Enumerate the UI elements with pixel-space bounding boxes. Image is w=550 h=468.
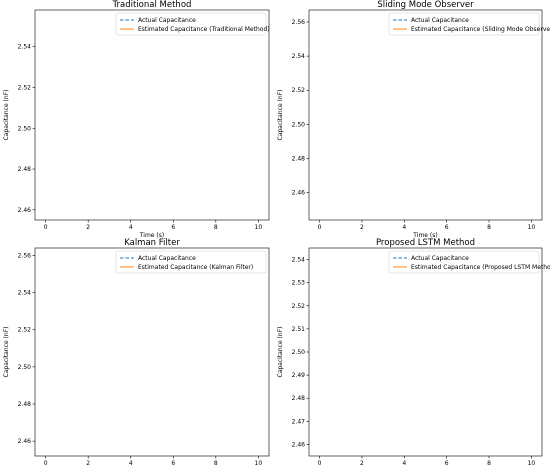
y-tick-label: 2.54 — [18, 290, 32, 297]
x-tick-label: 0 — [44, 224, 48, 231]
y-tick-label: 2.50 — [18, 364, 32, 371]
y-tick-label: 2.48 — [292, 395, 306, 402]
axes-frame — [34, 9, 270, 221]
legend-frame — [115, 250, 267, 274]
panel-2: 0 2 4 6 8 10 2.46 2.48 2.50 2.52 2.54 2.56 Sliding M… — [277, 0, 550, 239]
y-tick-label: 2.51 — [292, 326, 306, 333]
legend-label: Actual Capacitance — [411, 255, 469, 262]
y-tick-label: 2.52 — [292, 303, 306, 310]
x-tick-label: 2 — [360, 460, 364, 467]
y-tick-label: 2.54 — [292, 257, 306, 264]
x-tick-label: 4 — [402, 224, 406, 231]
y-tick-label: 2.49 — [292, 372, 306, 379]
chart-title: Traditional Method — [112, 0, 192, 10]
y-tick-label: 2.46 — [18, 207, 32, 214]
panel-3: 0 2 4 6 8 10 2.46 2.48 2.50 2.52 2.54 2.56 Kalman Fi… — [3, 238, 270, 467]
x-axis-label: Time (s) — [412, 232, 437, 239]
y-tick-label: 2.50 — [292, 121, 306, 128]
x-tick-label: 10 — [255, 224, 263, 231]
x-tick-label: 6 — [445, 224, 449, 231]
x-tick-label: 10 — [528, 224, 536, 231]
y-tick-label: 2.54 — [292, 53, 306, 60]
legend-label: Estimated Capacitance (Sliding Mode Obse… — [411, 26, 550, 33]
y-tick-label: 2.50 — [292, 349, 306, 356]
legend-frame — [388, 250, 540, 274]
x-tick-label: 2 — [360, 224, 364, 231]
legend-frame — [388, 12, 540, 36]
y-tick-label: 2.47 — [292, 418, 306, 425]
axes-frame — [34, 247, 270, 457]
y-tick-label: 2.56 — [18, 252, 32, 259]
chart-title: Sliding Mode Observer — [377, 0, 474, 10]
legend-frame — [115, 12, 267, 36]
legend: Actual Capacitance Estimated Capacitance … — [388, 250, 550, 274]
y-tick-label: 2.48 — [18, 166, 32, 173]
y-tick-label: 2.48 — [292, 156, 306, 163]
panel-4: 0 2 4 6 8 10 2.46 2.47 2.48 2.49 2.50 2.51 2.52 2.53 2… — [277, 238, 550, 467]
legend-label: Actual Capacitance — [138, 255, 196, 262]
x-tick-label: 2 — [86, 224, 90, 231]
x-tick-label: 10 — [255, 460, 263, 467]
y-tick-label: 2.52 — [292, 87, 306, 94]
x-tick-label: 4 — [402, 460, 406, 467]
x-tick-label: 6 — [171, 460, 175, 467]
x-axis-label: Time (s) — [139, 232, 164, 239]
y-tick-label: 2.52 — [18, 84, 32, 91]
x-tick-label: 0 — [318, 224, 322, 231]
x-tick-label: 2 — [86, 460, 90, 467]
legend-label: Estimated Capacitance (Kalman Filter) — [138, 264, 253, 271]
legend: Actual Capacitance Estimated Capacitance … — [115, 250, 267, 274]
x-tick-label: 10 — [528, 460, 536, 467]
y-axis-label: Capacitance (nF) — [3, 90, 10, 141]
y-tick-label: 2.46 — [292, 441, 306, 448]
y-tick-label: 2.46 — [18, 438, 32, 445]
legend-label: Actual Capacitance — [138, 17, 196, 24]
x-tick-label: 8 — [214, 460, 218, 467]
y-axis-label: Capacitance (nF) — [277, 327, 284, 378]
legend-label: Estimated Capacitance (Traditional Metho… — [138, 26, 270, 33]
y-tick-label: 2.53 — [292, 280, 306, 287]
y-tick-label: 2.46 — [292, 190, 306, 197]
x-tick-label: 6 — [171, 224, 175, 231]
y-tick-label: 2.56 — [292, 19, 306, 26]
y-tick-label: 2.50 — [18, 125, 32, 132]
axes-frame — [308, 9, 543, 221]
x-tick-label: 8 — [487, 460, 491, 467]
x-tick-label: 6 — [445, 460, 449, 467]
axes-frame — [308, 247, 543, 457]
y-axis-label: Capacitance (nF) — [3, 327, 10, 378]
x-tick-label: 0 — [318, 460, 322, 467]
y-axis-label: Capacitance (nF) — [277, 90, 284, 141]
x-tick-label: 0 — [44, 460, 48, 467]
y-tick-label: 2.48 — [18, 401, 32, 408]
y-tick-label: 2.52 — [18, 327, 32, 334]
x-tick-label: 4 — [129, 224, 133, 231]
legend-label: Estimated Capacitance (Proposed LSTM Met… — [411, 264, 550, 271]
x-tick-label: 8 — [214, 224, 218, 231]
panel-1: 0 2 4 6 8 10 2.46 2.48 2.50 2.52 2.54 Traditional M… — [3, 0, 270, 239]
legend-label: Actual Capacitance — [411, 17, 469, 24]
chart-title: Kalman Filter — [124, 238, 180, 248]
x-tick-label: 4 — [129, 460, 133, 467]
y-tick-label: 2.54 — [18, 44, 32, 51]
legend: Actual Capacitance Estimated Capacitance … — [388, 12, 550, 36]
x-tick-label: 8 — [487, 224, 491, 231]
legend: Actual Capacitance Estimated Capacitance … — [115, 12, 270, 36]
chart-title: Proposed LSTM Method — [376, 238, 475, 248]
